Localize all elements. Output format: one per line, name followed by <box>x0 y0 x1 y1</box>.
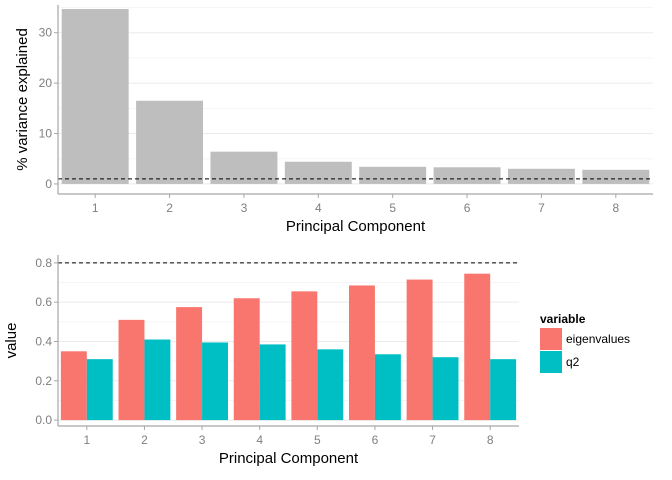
bar-eigenvalues-1 <box>60 351 87 421</box>
x-tick-label: 6 <box>372 433 379 447</box>
bar-2 <box>136 100 204 184</box>
x-tick-label: 3 <box>199 433 206 447</box>
x-tick-label: 5 <box>314 433 321 447</box>
y-tick-label: 10 <box>39 127 53 141</box>
legend-title: variable <box>540 312 586 326</box>
x-tick-label: 1 <box>83 433 90 447</box>
y-axis-title: value <box>3 323 20 359</box>
x-tick-label: 1 <box>92 201 99 215</box>
y-tick-labels: 0 10 20 30 <box>39 26 53 191</box>
y-tick-label: 0.8 <box>35 256 52 270</box>
bar-5 <box>359 166 427 184</box>
legend: variable eigenvalues q2 <box>540 312 630 373</box>
y-tick-label: 0.0 <box>35 413 52 427</box>
bar-q2-5 <box>317 349 344 421</box>
x-tick-labels: 1 2 3 4 5 6 7 8 <box>83 433 493 447</box>
y-axis-title: % variance explained <box>14 28 31 171</box>
bar-4 <box>284 161 352 184</box>
bar-eigenvalues-5 <box>291 291 318 421</box>
legend-label-q2: q2 <box>566 355 580 369</box>
bar-7 <box>507 168 575 184</box>
y-tick-label: 0.6 <box>35 295 52 309</box>
bar-q2-4 <box>259 344 286 421</box>
x-tick-label: 6 <box>464 201 471 215</box>
x-tick-label: 3 <box>241 201 248 215</box>
x-axis-title: Principal Component <box>219 450 359 467</box>
bars <box>61 9 650 184</box>
y-tick-label: 0.4 <box>35 334 52 348</box>
y-tick-labels: 0.0 0.2 0.4 0.6 0.8 <box>35 256 52 427</box>
x-tick-label: 5 <box>389 201 396 215</box>
x-tick-label: 8 <box>612 201 619 215</box>
y-tick-label: 0.2 <box>35 374 52 388</box>
bar-q2-2 <box>144 339 171 421</box>
x-tick-labels: 1 2 3 4 5 6 7 8 <box>92 201 620 215</box>
x-tick-label: 4 <box>256 433 263 447</box>
x-tick-label: 4 <box>315 201 322 215</box>
legend-key-eigenvalues <box>540 328 562 350</box>
x-tick-label: 7 <box>538 201 545 215</box>
bar-q2-8 <box>490 359 517 421</box>
axes <box>54 255 519 430</box>
x-tick-label: 8 <box>487 433 494 447</box>
x-tick-label: 2 <box>166 201 173 215</box>
y-tick-label: 0 <box>45 177 52 191</box>
bar-eigenvalues-7 <box>406 279 433 421</box>
bars <box>60 273 517 421</box>
y-tick-label: 30 <box>39 26 53 40</box>
variance-explained-chart: 0 10 20 30 1 2 3 4 5 6 7 8 Principal Component % v… <box>14 5 653 235</box>
legend-label-eigenvalues: eigenvalues <box>566 332 630 346</box>
bar-eigenvalues-2 <box>118 319 145 421</box>
x-tick-label: 7 <box>429 433 436 447</box>
eigenvalues-q2-chart: 0.0 0.2 0.4 0.6 0.8 1 2 3 4 5 6 7 8 Principal Compo… <box>3 255 630 467</box>
legend-key-q2 <box>540 351 562 373</box>
bar-eigenvalues-4 <box>233 298 260 421</box>
x-axis-title: Principal Component <box>286 218 426 235</box>
bar-6 <box>433 167 501 184</box>
axes <box>54 5 653 198</box>
bar-q2-7 <box>432 357 459 421</box>
x-tick-label: 2 <box>141 433 148 447</box>
bar-1 <box>61 9 129 184</box>
y-tick-label: 20 <box>39 76 53 90</box>
bar-eigenvalues-8 <box>464 273 491 421</box>
bar-q2-1 <box>86 359 113 421</box>
bar-eigenvalues-3 <box>176 307 203 421</box>
bar-q2-3 <box>202 342 228 421</box>
bar-q2-6 <box>374 354 401 421</box>
bar-8 <box>582 169 650 184</box>
bar-eigenvalues-6 <box>349 285 375 421</box>
